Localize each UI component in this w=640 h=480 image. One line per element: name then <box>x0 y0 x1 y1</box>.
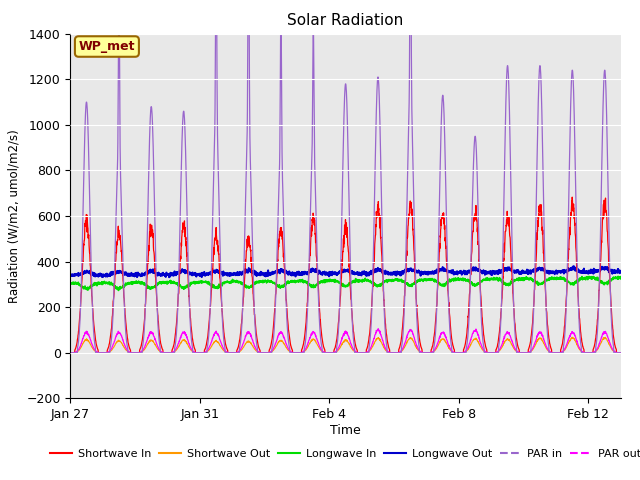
Longwave Out <box>369 267 377 273</box>
Shortwave Out <box>186 344 193 350</box>
PAR in <box>67 350 74 356</box>
Y-axis label: Radiation (W/m2, umol/m2/s): Radiation (W/m2, umol/m2/s) <box>8 129 20 303</box>
Shortwave Out <box>568 335 576 340</box>
PAR in <box>369 270 377 276</box>
Longwave Out <box>165 275 173 280</box>
PAR in <box>500 178 508 184</box>
PAR in <box>186 294 193 300</box>
Shortwave Out <box>232 350 239 356</box>
PAR in <box>232 350 239 356</box>
Longwave In <box>109 281 117 287</box>
Longwave Out <box>67 272 74 278</box>
Line: Longwave In: Longwave In <box>70 276 621 290</box>
PAR out <box>186 341 193 347</box>
Longwave In <box>617 276 625 282</box>
Text: WP_met: WP_met <box>79 40 135 53</box>
PAR in <box>178 139 186 145</box>
Line: Shortwave In: Shortwave In <box>70 197 621 353</box>
PAR in <box>109 298 117 304</box>
Title: Solar Radiation: Solar Radiation <box>287 13 404 28</box>
PAR in <box>617 350 625 356</box>
Longwave In <box>115 288 122 293</box>
Shortwave In <box>186 293 193 299</box>
Shortwave Out <box>369 343 377 349</box>
PAR out <box>369 339 377 345</box>
Longwave In <box>614 274 622 279</box>
Longwave Out <box>186 270 193 276</box>
PAR out <box>617 350 625 356</box>
Shortwave In <box>178 232 186 238</box>
Shortwave In <box>500 255 508 261</box>
PAR out <box>232 350 239 356</box>
PAR out <box>67 350 74 356</box>
Longwave Out <box>109 271 117 277</box>
PAR out <box>500 334 508 339</box>
Legend: Shortwave In, Shortwave Out, Longwave In, Longwave Out, PAR in, PAR out: Shortwave In, Shortwave Out, Longwave In… <box>45 444 640 463</box>
Longwave In <box>67 280 74 286</box>
Line: PAR out: PAR out <box>70 329 621 353</box>
Shortwave Out <box>617 350 625 356</box>
Longwave In <box>179 285 186 291</box>
PAR out <box>374 326 382 332</box>
PAR out <box>178 331 186 337</box>
Shortwave Out <box>178 338 186 344</box>
Shortwave Out <box>500 340 508 346</box>
Shortwave In <box>109 296 117 301</box>
Longwave In <box>369 279 377 285</box>
X-axis label: Time: Time <box>330 424 361 437</box>
Line: Longwave Out: Longwave Out <box>70 266 621 277</box>
Shortwave In <box>232 350 239 356</box>
Longwave Out <box>232 270 240 276</box>
PAR out <box>109 341 117 347</box>
Longwave Out <box>500 265 508 271</box>
Longwave Out <box>617 270 625 276</box>
Longwave Out <box>179 266 186 272</box>
Longwave In <box>232 278 240 284</box>
Shortwave Out <box>109 345 117 350</box>
Line: Shortwave Out: Shortwave Out <box>70 337 621 353</box>
Longwave In <box>500 280 508 286</box>
Shortwave Out <box>67 350 74 356</box>
Shortwave In <box>369 284 377 289</box>
Longwave Out <box>570 264 577 269</box>
Line: PAR in: PAR in <box>70 0 621 353</box>
Shortwave In <box>617 350 625 356</box>
Longwave In <box>186 282 193 288</box>
Shortwave In <box>67 350 74 356</box>
Shortwave In <box>568 194 576 200</box>
